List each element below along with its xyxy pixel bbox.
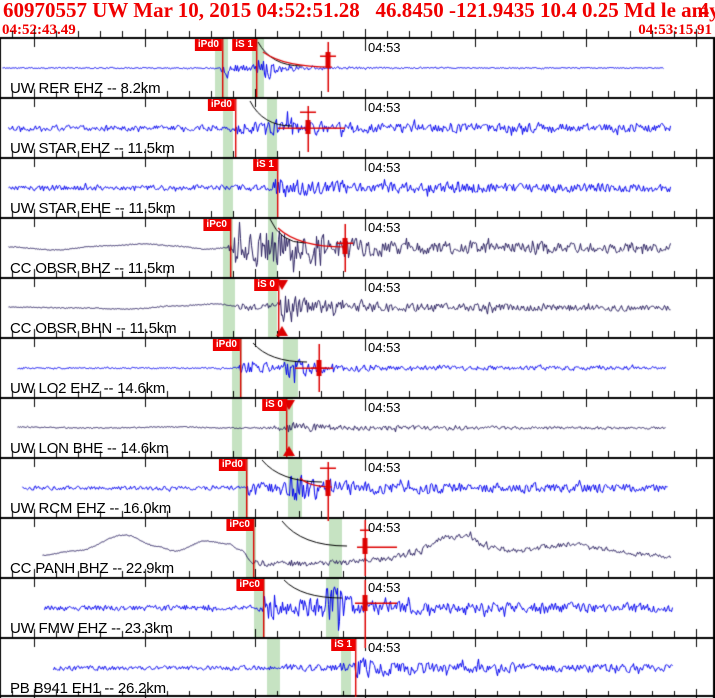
pick-flag[interactable]: iPd0: [207, 99, 235, 111]
minute-tick-label: 04:53: [368, 40, 401, 55]
pick-flag[interactable]: iPd0: [212, 339, 240, 351]
station-label: UW STAR EHE -- 11.5km: [10, 200, 176, 217]
pick-flag[interactable]: iPd0: [218, 459, 246, 471]
pick-flag[interactable]: iS 0: [262, 399, 286, 411]
station-label: UW RCM EHZ -- 16.0km: [10, 500, 172, 517]
minute-tick-label: 04:53: [368, 340, 401, 355]
pick-flag[interactable]: iPc0: [236, 579, 263, 591]
pick-flag[interactable]: iPc0: [226, 519, 253, 531]
pick-flag[interactable]: iPd0: [194, 39, 222, 51]
station-label: UW STAR EHZ -- 11.5km: [10, 140, 175, 157]
minute-tick-label: 04:53: [368, 400, 401, 415]
station-label: UW LON BHE -- 14.6km: [10, 440, 169, 457]
pick-flag[interactable]: iS 1: [253, 159, 277, 171]
pick-flag[interactable]: iS 1: [331, 639, 355, 651]
station-label: CC OBSR BHN -- 11.5km: [10, 320, 177, 337]
minute-tick-label: 04:53: [368, 220, 401, 235]
station-label: CC OBSR BHZ -- 11.5km: [10, 260, 175, 277]
minute-tick-label: 04:53: [368, 580, 401, 595]
pick-flag[interactable]: iS 0: [254, 279, 278, 291]
minute-tick-label: 04:53: [368, 100, 401, 115]
pick-flag[interactable]: iS 1: [232, 39, 256, 51]
station-label: PB B941 EH1 -- 26.2km: [10, 680, 166, 697]
station-label: UW RER EHZ -- 8.2km: [10, 80, 161, 97]
station-label: UW FMW EHZ -- 23.3km: [10, 620, 173, 637]
minute-tick-label: 04:53: [368, 640, 401, 655]
minute-tick-label: 04:53: [368, 460, 401, 475]
minute-tick-label: 04:53: [368, 160, 401, 175]
station-label: UW LO2 EHZ -- 14.6km: [10, 380, 166, 397]
station-label: CC PANH BHZ -- 22.9km: [10, 560, 174, 577]
minute-tick-label: 04:53: [368, 280, 401, 295]
minute-tick-label: 04:53: [368, 520, 401, 535]
pick-flag[interactable]: iPc0: [203, 219, 230, 231]
